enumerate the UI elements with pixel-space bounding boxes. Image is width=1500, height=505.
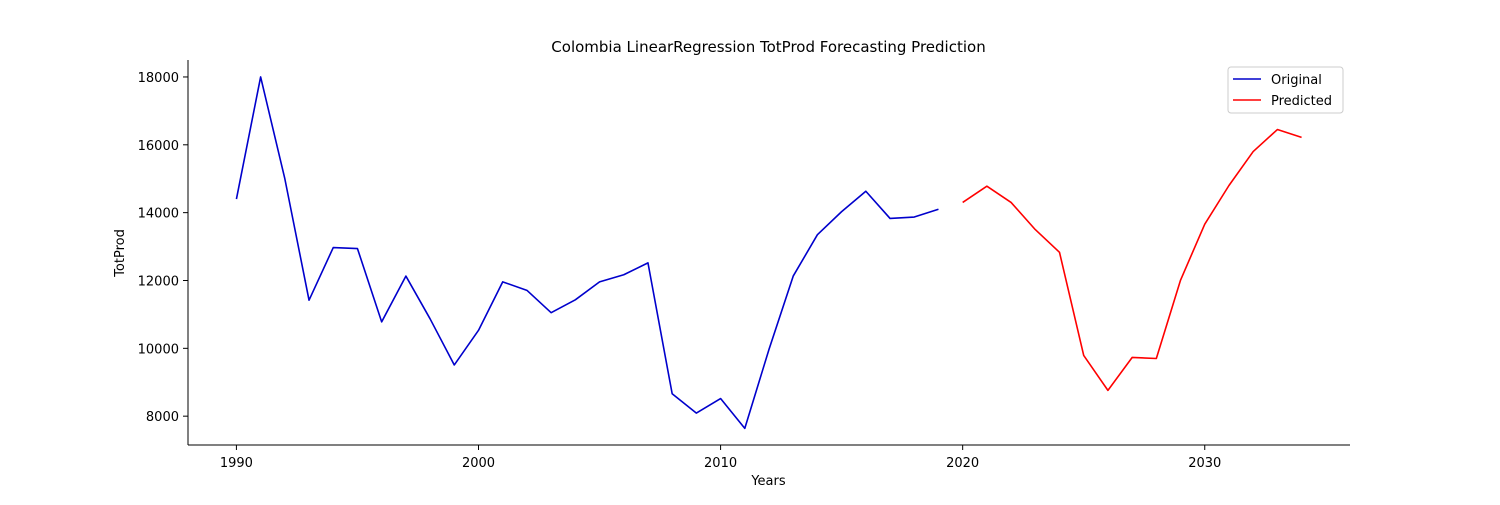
series-line-original <box>235 76 939 430</box>
x-tick-label: 2010 <box>704 456 737 471</box>
legend-label-predicted: Predicted <box>1271 94 1332 109</box>
chart-title: Colombia LinearRegression TotProd Foreca… <box>551 38 985 56</box>
series-line-predicted <box>962 128 1302 392</box>
ticks: 1990 2000 2010 2020 2030 8000 10000 12000 14000 1… <box>138 71 1222 471</box>
y-tick-label: 10000 <box>138 342 179 357</box>
x-tick-label: 2000 <box>462 456 495 471</box>
series-layer <box>235 76 1302 430</box>
x-tick-label: 1990 <box>220 456 253 471</box>
legend: Original Predicted <box>1227 66 1344 114</box>
x-tick-label: 2030 <box>1188 456 1221 471</box>
axes <box>187 60 1350 446</box>
x-axis-label: Years <box>750 474 786 489</box>
x-tick-label: 2020 <box>946 456 979 471</box>
y-tick-label: 12000 <box>138 274 179 289</box>
y-axis-label: TotProd <box>113 229 128 278</box>
legend-label-original: Original <box>1271 73 1322 88</box>
y-tick-label: 8000 <box>146 410 179 425</box>
y-tick-label: 18000 <box>138 71 179 86</box>
y-tick-label: 16000 <box>138 139 179 154</box>
y-tick-label: 14000 <box>138 207 179 222</box>
